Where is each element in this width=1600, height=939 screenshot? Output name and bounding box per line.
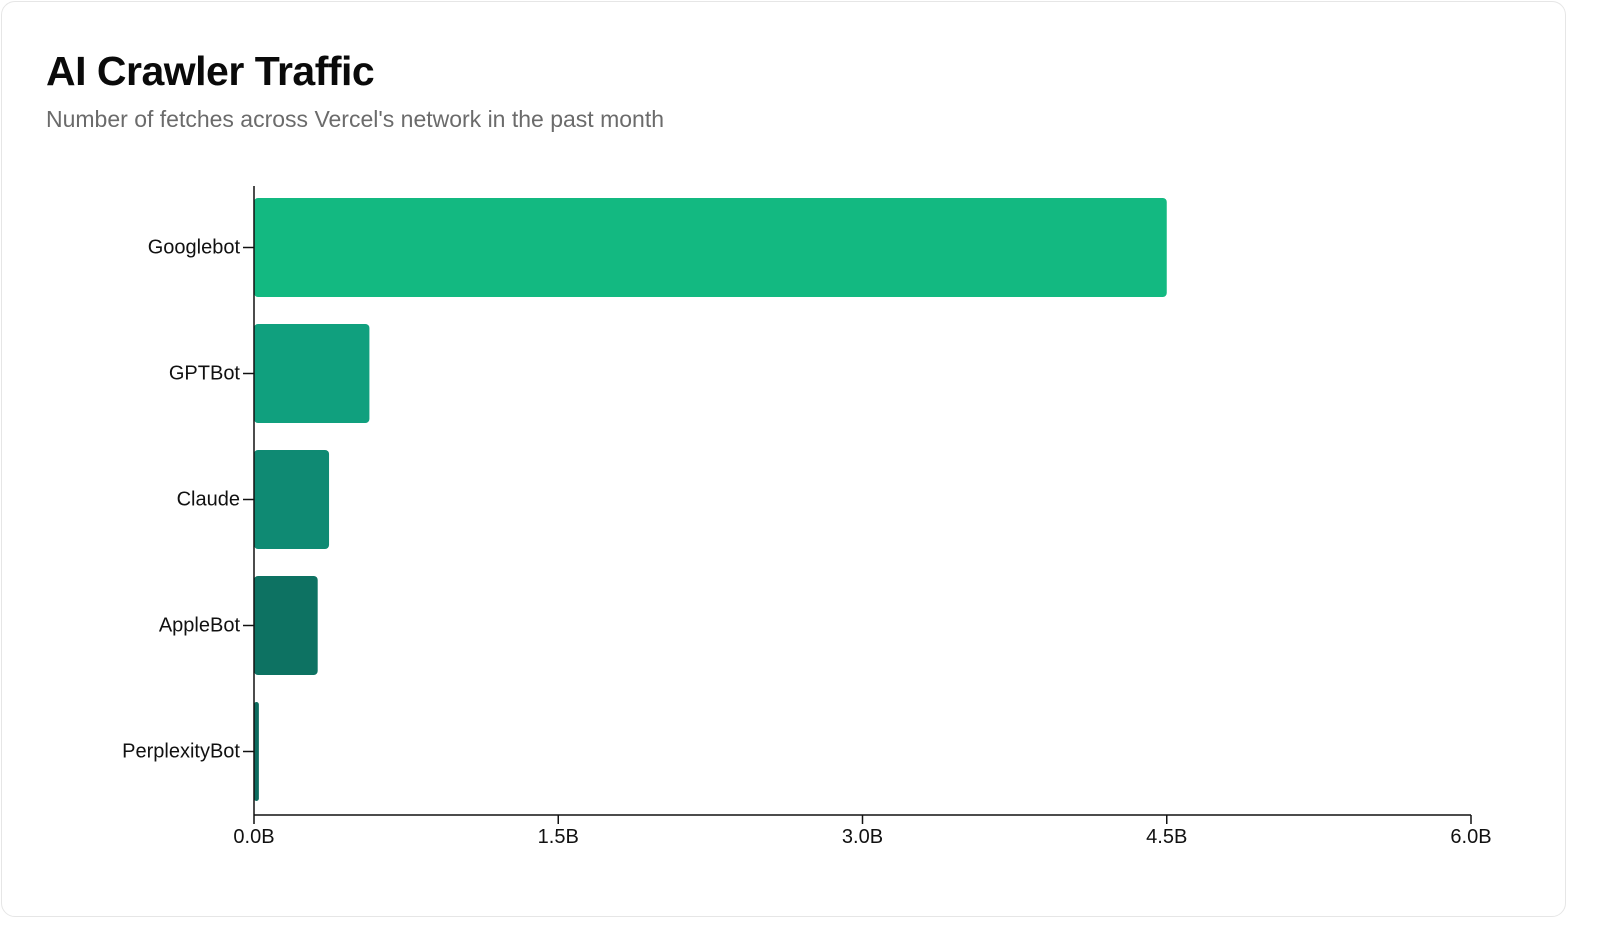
y-tick-label: Claude <box>177 489 240 511</box>
bar-gptbot <box>254 324 370 423</box>
y-tick-label: Googlebot <box>148 237 241 259</box>
bar-applebot <box>254 576 318 675</box>
y-tick-label: PerplexityBot <box>122 741 240 763</box>
chart-subtitle: Number of fetches across Vercel's networ… <box>46 106 665 132</box>
x-tick-label: 6.0B <box>1450 826 1491 848</box>
bar-perplexitybot <box>254 702 259 801</box>
x-tick-label: 1.5B <box>538 826 579 848</box>
chart-title: AI Crawler Traffic <box>46 48 375 94</box>
y-tick-label: GPTBot <box>169 363 241 385</box>
bar-googlebot <box>254 198 1167 297</box>
x-tick-label: 0.0B <box>233 826 274 848</box>
x-axis: 0.0B 1.5B 3.0B 4.5B 6.0B <box>233 814 1492 848</box>
bar-claude <box>254 450 330 549</box>
y-axis: Googlebot GPTBot Claude AppleBot PerplexityB… <box>122 186 255 815</box>
x-tick-label: 3.0B <box>842 826 883 848</box>
x-tick-label: 4.5B <box>1146 826 1187 848</box>
y-tick-label: AppleBot <box>159 615 241 637</box>
bars-group <box>254 198 1167 801</box>
